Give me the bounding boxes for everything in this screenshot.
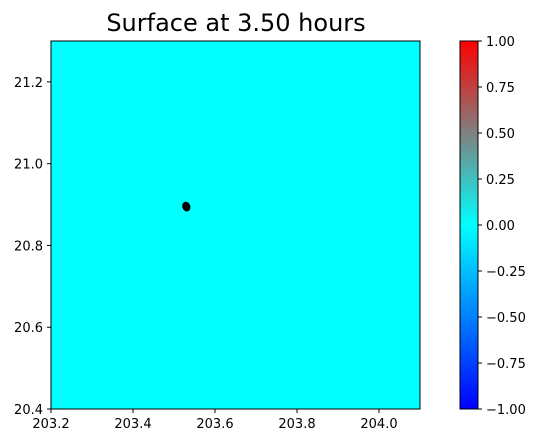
y-tick-label: 21.2: [14, 76, 43, 91]
y-tick-label: 20.6: [14, 321, 43, 336]
x-tick-label: 203.4: [114, 417, 151, 432]
colorbar-tick-label: 0.75: [486, 81, 515, 96]
colorbar-tick-label: −1.00: [486, 403, 526, 418]
colorbar-tick-label: −0.75: [486, 357, 526, 372]
colorbar-tick-label: −0.50: [486, 311, 526, 326]
y-tick-label: 20.8: [14, 239, 43, 254]
y-tick-label: 20.4: [14, 403, 43, 418]
x-axis: 203.2 203.4 203.6 203.8 204.0: [32, 409, 397, 432]
plot-area: [51, 41, 420, 409]
x-tick-label: 204.0: [360, 417, 397, 432]
x-tick-label: 203.8: [278, 417, 315, 432]
y-tick-label: 21.0: [14, 158, 43, 173]
x-tick-label: 203.2: [32, 417, 69, 432]
x-tick-label: 203.6: [196, 417, 233, 432]
colorbar: [460, 41, 478, 409]
y-axis: 20.4 20.6 20.8 21.0 21.2: [14, 76, 51, 418]
colorbar-tick-label: 0.50: [486, 127, 515, 142]
colorbar-tick-label: 0.00: [486, 219, 515, 234]
colorbar-bar: [460, 41, 478, 409]
chart-title: Surface at 3.50 hours: [106, 9, 365, 37]
colorbar-tick-label: −0.25: [486, 265, 526, 280]
colorbar-axis: −1.00 −0.75 −0.50 −0.25 0.00 0.25 0.50 0.75 1.00: [478, 35, 526, 418]
surface-field: [51, 41, 420, 409]
colorbar-tick-label: 0.25: [486, 173, 515, 188]
colorbar-tick-label: 1.00: [486, 35, 515, 50]
